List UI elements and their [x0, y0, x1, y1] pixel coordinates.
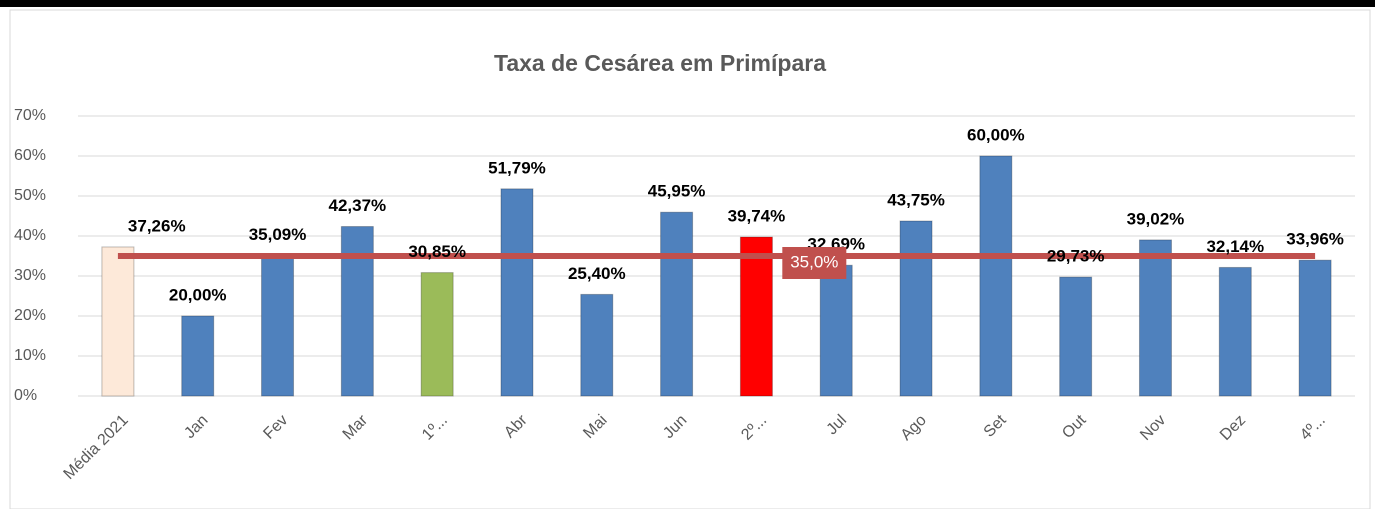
- data-label: 20,00%: [169, 285, 227, 304]
- bar: [1059, 276, 1093, 397]
- y-tick-label: 70%: [14, 107, 46, 124]
- bar: [739, 236, 773, 397]
- bar: [181, 315, 215, 397]
- bar: [899, 220, 933, 397]
- bar: [1298, 259, 1332, 397]
- sheet-band: [0, 0, 1375, 7]
- y-tick-label: 50%: [14, 187, 46, 204]
- bar: [1138, 239, 1172, 397]
- y-tick-label: 0%: [14, 387, 37, 404]
- data-label: 25,40%: [568, 264, 626, 283]
- data-label: 45,95%: [648, 182, 706, 201]
- target-label-box: [782, 247, 847, 279]
- data-label: 39,02%: [1127, 209, 1185, 228]
- data-label: 42,37%: [329, 196, 387, 215]
- data-label: 35,09%: [249, 225, 307, 244]
- y-tick-label: 40%: [14, 227, 46, 244]
- data-label: 30,85%: [408, 242, 466, 261]
- data-label: 60,00%: [967, 125, 1025, 144]
- target-label: 35,0%: [790, 252, 838, 271]
- data-label: 37,26%: [128, 216, 186, 235]
- data-label: 32,14%: [1206, 237, 1264, 256]
- data-label: 39,74%: [728, 207, 786, 226]
- bar: [660, 211, 694, 397]
- chart-title: Taxa de Cesárea em Primípara: [494, 50, 826, 76]
- bar: [101, 246, 135, 397]
- bar: [420, 272, 454, 397]
- bar: [580, 293, 614, 397]
- data-label: 33,96%: [1286, 230, 1344, 249]
- bar: [819, 264, 853, 397]
- y-tick-label: 10%: [14, 347, 46, 364]
- y-tick-label: 60%: [14, 147, 46, 164]
- bar: [500, 188, 534, 397]
- bar: [340, 226, 374, 397]
- y-tick-label: 20%: [14, 307, 46, 324]
- bar: [979, 155, 1013, 397]
- data-label: 43,75%: [887, 190, 945, 209]
- y-tick-label: 30%: [14, 267, 46, 284]
- bar: [261, 255, 295, 397]
- bar: [1218, 266, 1252, 397]
- data-label: 51,79%: [488, 158, 546, 177]
- data-label: 29,73%: [1047, 247, 1105, 266]
